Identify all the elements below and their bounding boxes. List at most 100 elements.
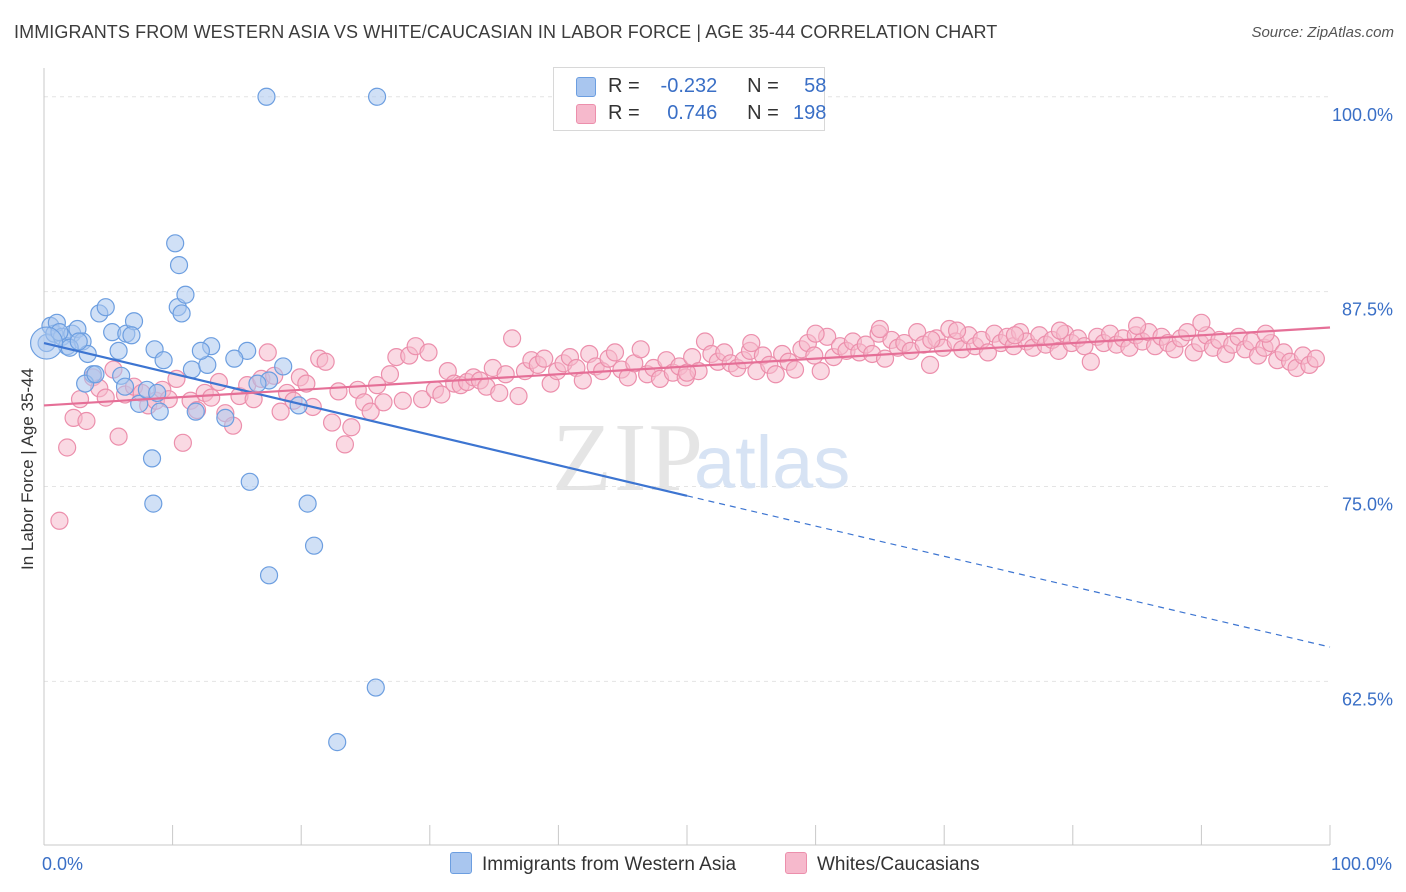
x-tick-label: 100.0% [1331,854,1392,874]
western-asia-point [148,383,167,403]
whites-point [785,360,805,379]
western-asia-point [304,536,324,555]
legend-swatch-blue [576,76,596,97]
whites-point [920,355,940,374]
whites-point [1192,313,1211,332]
tick-labels: 100.0% 87.5% 75.0% 62.5% 0.0% 100.0% [42,105,1393,874]
legend-r-label-blue: R = [608,75,640,97]
whites-point [335,435,355,454]
y-tick-label: 75.0% [1342,494,1393,514]
legend-n-label-blue: N = [747,75,779,97]
whites-trend-line [43,326,1331,407]
whites-point [77,411,96,431]
legend-n-value-pink: 198 [793,102,827,124]
whites-point [96,388,115,407]
whites-point [742,333,761,353]
whites-point [209,372,228,392]
legend-r-label-pink: R = [608,102,640,124]
western-asia-point [191,341,210,360]
whites-point [173,433,192,452]
watermark-zip: ZIP [552,404,705,512]
axes [43,68,1331,846]
whites-point [374,393,393,412]
watermark-atlas: atlas [694,421,850,504]
legend-row-pink: R = 0.746 N = 198 [576,102,826,126]
whites-point [50,511,69,530]
whites-point [811,362,830,381]
whites-point [1050,321,1070,340]
whites-point [605,343,625,362]
whites-point [631,340,650,359]
y-tick-label: 62.5% [1342,689,1393,709]
western-asia-point [298,494,317,513]
whites-point [342,418,361,437]
whites-point [1005,326,1025,345]
western-asia-point [186,402,205,421]
whites-point [573,371,592,390]
legend-swatch-pink [576,103,596,124]
western-asia-point [172,304,191,323]
legend-n-value-blue: 58 [804,75,827,97]
western-asia-point [150,402,169,421]
whites-point [322,413,342,432]
western-asia-point [86,365,105,384]
whites-point [412,390,432,409]
whites-point [677,363,697,382]
stats-legend: R = -0.232 N = 58 R = 0.746 N = 198 [553,67,826,131]
bottom-legend-whites: Whites/Caucasians [785,852,980,876]
western-asia-points [29,87,387,752]
bottom-legend-swatch-pink [785,852,807,874]
whites-point [1306,349,1325,368]
whites-point [432,385,451,404]
whites-point [922,330,941,350]
bottom-legend-label-blue: Immigrants from Western Asia [482,854,737,875]
source-label: Source: ZipAtlas.com [1251,24,1394,41]
legend-row-blue: R = -0.232 N = 58 [576,75,826,99]
whites-point [806,324,825,343]
western-asia-point [166,234,185,253]
western-asia-trend-line [43,341,688,497]
whites-point [297,374,316,393]
whites-point [393,391,412,410]
whites-point [535,349,554,368]
whites-point [503,329,522,348]
western-asia-point [122,326,141,345]
western-asia-point [109,341,128,360]
western-asia-point [142,449,162,468]
legend-r-value-pink: 0.746 [667,102,718,124]
whites-point [271,402,290,421]
western-asia-point [257,87,276,106]
whites-point [1081,352,1100,371]
whites-point [329,382,348,401]
western-asia-point [144,494,163,513]
western-asia-point [248,374,267,393]
western-asia-point [182,360,201,379]
whites-point [109,427,128,446]
bottom-legend-swatch-blue [450,852,472,874]
western-asia-point [328,733,347,752]
western-asia-point [225,349,244,368]
western-asia-point [240,472,259,491]
whites-point [316,352,335,371]
watermark: ZIP atlas [552,404,850,512]
whites-point [496,365,515,384]
trend-lines [43,326,1331,648]
western-asia-point [367,87,387,106]
whites-point [805,346,824,365]
x-tick-label: 0.0% [42,854,83,874]
western-asia-point [274,357,293,376]
western-asia-point [169,256,189,275]
whites-point [947,321,967,340]
bottom-legend-western-asia: Immigrants from Western Asia [450,852,736,876]
legend-n-label-pink: N = [747,102,779,124]
whites-point [1256,324,1275,343]
whites-point [766,365,785,384]
chart-title: IMMIGRANTS FROM WESTERN ASIA VS WHITE/CA… [14,22,998,42]
legend-r-value-blue: -0.232 [660,75,718,97]
western-asia-trend-line-extension [686,495,1331,648]
western-asia-point [366,678,385,697]
whites-point [1127,316,1147,336]
whites-point [509,386,528,406]
bottom-legend-label-pink: Whites/Caucasians [817,854,980,875]
